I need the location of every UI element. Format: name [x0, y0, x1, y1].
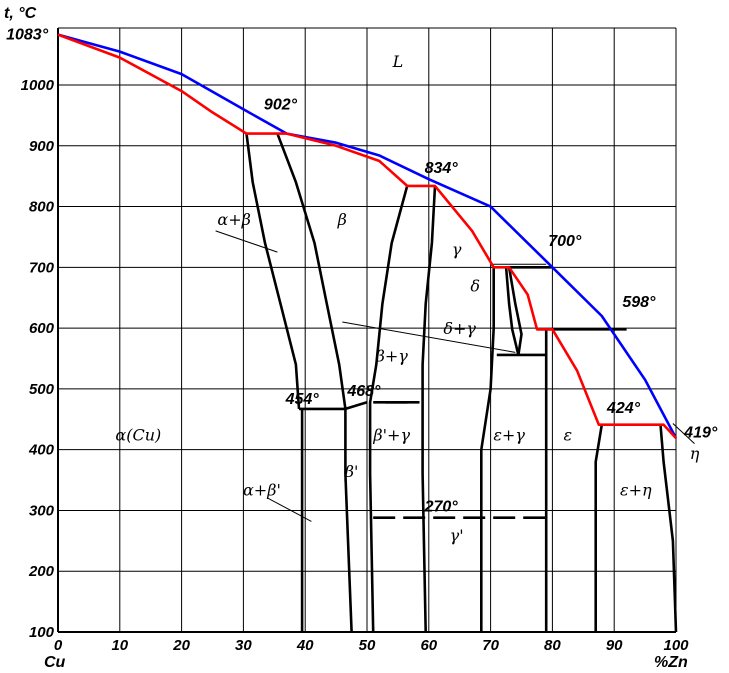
region-label: ε+η	[620, 480, 652, 499]
region-label: α+β	[217, 210, 250, 229]
temperature-label: 700°	[548, 233, 582, 250]
region-label: β'+γ	[372, 426, 410, 445]
x-tick-label: 20	[172, 637, 190, 654]
temperature-label: 424°	[606, 400, 641, 417]
region-label: β'	[344, 462, 359, 481]
temperature-label: 902°	[264, 96, 298, 113]
phase-boundary	[368, 185, 409, 633]
solidus-curve	[57, 33, 677, 439]
x-tick-label: 0	[54, 637, 63, 654]
y-tick-label: 400	[28, 442, 55, 459]
leader-line	[267, 497, 312, 522]
y-tick-labels: 100 200 300 400 500 600 700 800 900 1000	[21, 77, 55, 641]
y-tick-label: 200	[28, 563, 55, 580]
x-tick-label: 100	[663, 637, 689, 654]
y-tick-label: 100	[29, 624, 55, 641]
x-axis-label-left: Cu	[44, 654, 66, 671]
x-tick-label: 30	[235, 637, 252, 654]
y-tick-label: 600	[29, 320, 55, 337]
leader-line	[342, 321, 516, 353]
temperature-label: 270°	[424, 499, 459, 516]
region-label: L	[392, 52, 404, 71]
temperature-label: 1083°	[6, 26, 49, 43]
x-tick-label: 60	[420, 637, 437, 654]
x-tick-label: 10	[111, 637, 128, 654]
labels: Lβ α+β γδ δ+γ β+γ β'+γ α(Cu) β' ε+γ ε γ' α+β' ε+η η 10…	[6, 26, 718, 544]
y-tick-label: 500	[29, 381, 55, 398]
temperature-label: 834°	[425, 160, 459, 177]
y-tick-label: 800	[29, 199, 55, 216]
phase-boundary	[594, 424, 604, 632]
grid	[57, 27, 677, 633]
y-tick-label: 700	[29, 259, 55, 276]
region-label: δ	[470, 277, 480, 296]
liquidus-curve	[57, 33, 678, 439]
phase-boundary	[245, 133, 301, 409]
x-axis-label-right: %Zn	[654, 654, 688, 671]
temperature-label: 468°	[346, 383, 381, 400]
phase-boundary	[421, 185, 437, 633]
phase-boundary	[344, 408, 353, 633]
phase-boundary	[504, 267, 520, 356]
x-tick-label: 90	[606, 637, 623, 654]
region-label: β+γ	[375, 347, 409, 366]
region-label: η	[690, 444, 700, 463]
region-label: ε	[564, 426, 573, 445]
region-label: α(Cu)	[115, 426, 161, 445]
region-label: ε+γ	[493, 426, 525, 445]
temperature-label: 598°	[622, 294, 656, 311]
region-label: γ	[452, 240, 462, 259]
phase-boundary	[480, 267, 495, 632]
y-axis-label: t, °C	[4, 5, 37, 22]
temperature-label: 454°	[285, 391, 320, 408]
y-tick-label: 1000	[21, 77, 55, 94]
region-label: β	[337, 210, 347, 229]
phase-boundary	[507, 267, 523, 356]
x-tick-labels: 0 10 20 30 40 50 60 70 80 90 100	[54, 637, 689, 654]
x-tick-label: 40	[296, 637, 314, 654]
leader-line	[672, 423, 695, 444]
y-tick-label: 300	[29, 502, 55, 519]
phase-boundary	[659, 424, 678, 633]
x-tick-label: 70	[482, 637, 499, 654]
region-label: γ'	[450, 526, 464, 545]
x-tick-label: 50	[359, 637, 376, 654]
temperature-label: 419°	[683, 425, 718, 442]
region-label: α+β'	[243, 480, 281, 499]
curves	[57, 33, 678, 439]
phase-boundaries	[215, 133, 695, 633]
phase-boundary	[276, 133, 347, 410]
leader-line	[215, 230, 278, 253]
y-tick-label: 900	[29, 138, 55, 155]
region-label: δ+γ	[443, 319, 476, 338]
x-tick-label: 80	[544, 637, 561, 654]
